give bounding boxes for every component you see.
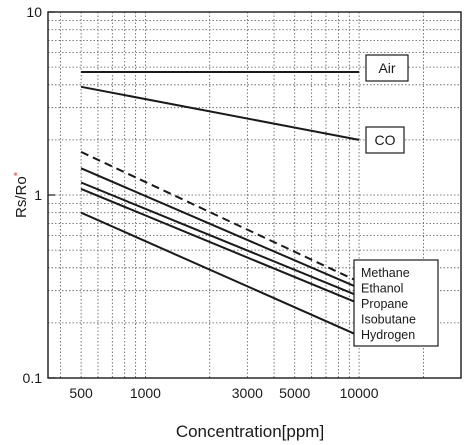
y-axis-asterisk: * [12, 171, 24, 176]
y-axis-title: Rs/Ro* [12, 171, 30, 218]
axis-ticks: 0.1 1 10 500 1000 3000 5000 10000 [23, 4, 379, 401]
x-tick-label: 3000 [232, 385, 263, 401]
x-axis-title: Concentration[ppm] [176, 422, 324, 441]
x-tick-label: 5000 [279, 385, 310, 401]
y-axis-label: Rs/Ro [13, 176, 30, 218]
legend-item-propane: Propane [361, 297, 408, 311]
x-tick-label: 500 [69, 385, 93, 401]
co-label: CO [375, 132, 396, 148]
co-label-box: CO [366, 127, 404, 153]
series-line-co [81, 87, 359, 140]
legend-item-methane: Methane [361, 266, 410, 280]
svg-text:Rs/Ro*: Rs/Ro* [12, 171, 30, 218]
series-line-ethanol [81, 168, 359, 288]
y-tick-label: 0.1 [23, 370, 43, 386]
x-tick-label: 10000 [340, 385, 379, 401]
x-tick-label: 1000 [130, 385, 161, 401]
legend-item-ethanol: Ethanol [361, 282, 403, 296]
legend-item-hydrogen: Hydrogen [361, 328, 415, 342]
air-label: Air [378, 60, 395, 76]
series-line-propane [81, 183, 359, 297]
y-tick-label: 10 [26, 4, 42, 20]
series-line-methane [81, 152, 359, 282]
legend-item-isobutane: Isobutane [361, 313, 416, 327]
y-tick-label: 1 [34, 187, 42, 203]
series-lines [81, 72, 359, 336]
air-label-box: Air [366, 55, 408, 81]
series-line-isobutane [81, 189, 359, 304]
series-line-hydrogen [81, 213, 359, 336]
